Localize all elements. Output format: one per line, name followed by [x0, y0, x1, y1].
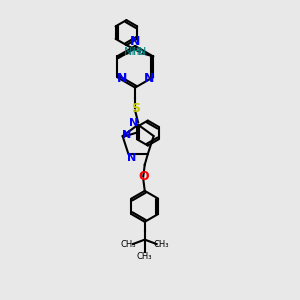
Text: S: S: [130, 102, 140, 115]
Text: N: N: [143, 72, 154, 85]
Text: N: N: [130, 35, 140, 48]
Text: N: N: [138, 47, 146, 57]
Text: N: N: [127, 153, 136, 163]
Text: H: H: [133, 47, 142, 57]
Text: N: N: [122, 130, 132, 140]
Text: NH₂: NH₂: [124, 47, 145, 57]
Text: CH₃: CH₃: [137, 252, 152, 261]
Text: N: N: [129, 118, 138, 128]
Text: N: N: [116, 72, 127, 85]
Text: CH₃: CH₃: [121, 240, 136, 249]
Text: O: O: [138, 170, 148, 183]
Text: CH₃: CH₃: [153, 240, 169, 249]
